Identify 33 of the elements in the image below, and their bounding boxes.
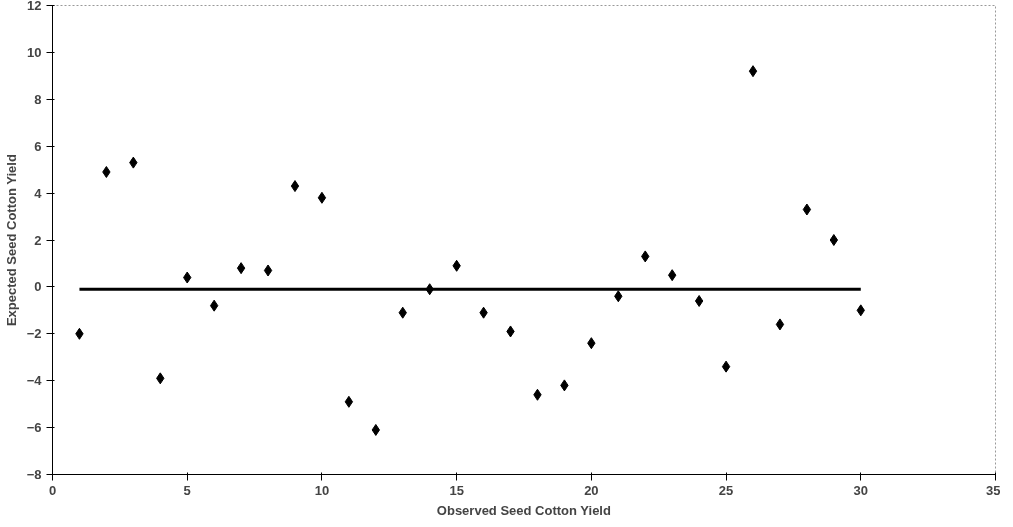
x-tick-label: 30 xyxy=(853,482,869,498)
point xyxy=(236,262,246,275)
point xyxy=(209,299,219,312)
y-tick-label: 4 xyxy=(34,185,43,201)
y-tick-label: 12 xyxy=(27,0,42,13)
point xyxy=(802,203,812,216)
y-tick-label: 8 xyxy=(34,91,42,107)
y-tick-label: −2 xyxy=(26,326,42,342)
point xyxy=(263,264,273,277)
y-tick-label: −8 xyxy=(26,467,42,482)
x-tick-label: 20 xyxy=(584,482,599,498)
y-tick-label: 0 xyxy=(34,279,42,295)
x-tick-label: 25 xyxy=(718,482,734,498)
x-tick-label: 5 xyxy=(183,482,191,498)
y-tick-label: 10 xyxy=(27,44,42,60)
point xyxy=(721,360,731,373)
x-axis-title: Observed Seed Cotton Yield xyxy=(436,502,611,518)
point xyxy=(775,318,785,331)
y-tick-label: 2 xyxy=(34,232,42,248)
point xyxy=(290,180,300,193)
point xyxy=(748,65,758,78)
x-tick-label: 35 xyxy=(986,482,1001,498)
x-tick-label: 10 xyxy=(314,482,330,498)
y-tick-label: −6 xyxy=(26,420,42,436)
x-tick-label: 0 xyxy=(48,482,57,498)
y-tick-label: 6 xyxy=(34,138,42,154)
y-tick-label: −4 xyxy=(26,373,43,389)
point xyxy=(344,395,354,408)
point xyxy=(317,191,327,204)
x-tick-label: 15 xyxy=(449,482,464,498)
y-axis-title: Expected Seed Cotton Yield xyxy=(3,154,19,327)
point xyxy=(829,234,839,246)
point xyxy=(694,294,704,307)
